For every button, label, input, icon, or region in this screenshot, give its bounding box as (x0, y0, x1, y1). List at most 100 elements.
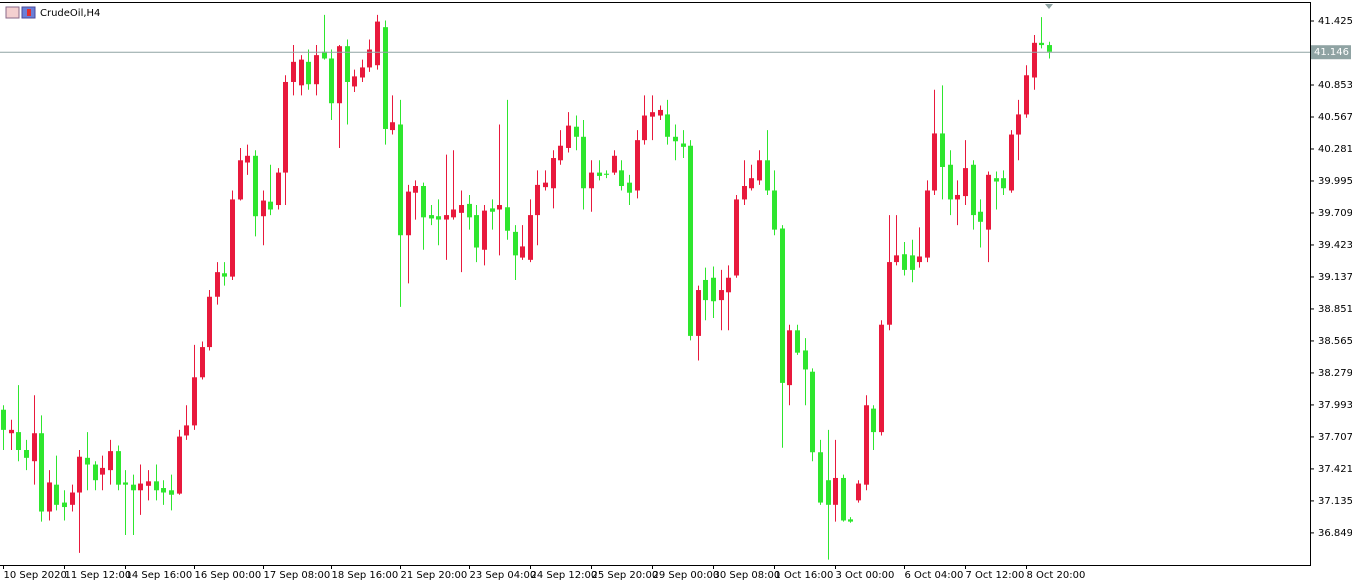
candle-body (619, 170, 624, 187)
candle-body (261, 200, 266, 217)
candle-body (497, 205, 502, 210)
candle-body (398, 124, 403, 236)
candle-body (1009, 134, 1014, 191)
candle-body (879, 324, 884, 433)
candle-body (77, 456, 82, 493)
candle-body (207, 296, 212, 348)
candle-body (581, 136, 586, 189)
candle-body (70, 492, 75, 505)
candle-body (406, 191, 411, 236)
candle-body (192, 377, 197, 426)
candle-body (1001, 178, 1006, 189)
candle-body (367, 49, 372, 68)
x-tick-label: 6 Oct 04:00 (905, 570, 964, 581)
candle-body (337, 46, 342, 104)
candle-body (138, 483, 143, 491)
y-tick-label: 37.135 (1318, 496, 1352, 507)
candle-body (994, 178, 999, 182)
candle-body (322, 51, 327, 59)
candle-body (520, 246, 525, 258)
candle-body (925, 190, 930, 258)
y-tick-label: 39.137 (1318, 272, 1352, 283)
candle-body (986, 174, 991, 230)
candle-body (436, 216, 441, 220)
y-tick-label: 37.707 (1318, 432, 1352, 443)
current-price-label: 41.146 (1314, 47, 1349, 58)
y-tick-label: 38.279 (1318, 368, 1352, 379)
candle-body (665, 114, 670, 137)
y-tick-label: 39.423 (1318, 240, 1352, 251)
candle-body (276, 172, 281, 206)
candle-body (742, 186, 747, 200)
candle-body (971, 164, 976, 216)
candle-body (703, 279, 708, 301)
candle-body (772, 190, 777, 230)
y-tick-label: 40.281 (1318, 144, 1352, 155)
candle-body (39, 433, 44, 512)
candle-body (604, 173, 609, 175)
candle-body (658, 109, 663, 116)
chart-title: CrudeOil,H4 (40, 8, 100, 19)
candle-body (513, 231, 518, 256)
candle-body (230, 199, 235, 277)
candle-body (429, 215, 434, 219)
x-tick-label: 24 Sep 12:00 (531, 570, 598, 581)
candle-body (123, 482, 128, 485)
candle-body (948, 164, 953, 200)
x-tick-label: 1 Oct 16:00 (775, 570, 834, 581)
candle-body (505, 207, 510, 231)
candle-body (360, 67, 365, 78)
candle-body (24, 450, 29, 458)
candle-body (62, 502, 67, 508)
y-tick-label: 38.565 (1318, 336, 1352, 347)
x-tick-label: 25 Sep 20:00 (592, 570, 659, 581)
candle-body (803, 350, 808, 370)
candle-body (856, 483, 861, 501)
candle-body (726, 277, 731, 293)
candle-body (688, 145, 693, 336)
candle-body (932, 133, 937, 191)
candle-body (131, 484, 136, 491)
y-tick-label: 37.421 (1318, 464, 1352, 475)
candle-body (887, 262, 892, 325)
candle-body (116, 451, 121, 485)
candle-body (780, 228, 785, 383)
candle-body (47, 482, 52, 512)
candle-body (253, 155, 258, 217)
candle-body (413, 186, 418, 193)
candle-body (161, 488, 166, 493)
candle-body (314, 55, 319, 85)
candle-body (558, 145, 563, 161)
y-tick-label: 39.995 (1318, 176, 1352, 187)
x-tick-label: 14 Sep 16:00 (126, 570, 193, 581)
candle-body (100, 467, 105, 475)
candle-body (696, 290, 701, 336)
candle-body (238, 160, 243, 200)
candle-body (566, 125, 571, 148)
candle-body (955, 194, 960, 200)
candle-body (940, 133, 945, 167)
candle-body (1032, 42, 1037, 78)
candle-body (795, 330, 800, 353)
x-tick-label: 21 Sep 20:00 (401, 570, 468, 581)
x-tick-label: 8 Oct 20:00 (1027, 570, 1086, 581)
candle-body (551, 158, 556, 189)
candle-body (177, 436, 182, 494)
candle-body (490, 208, 495, 212)
candle-body (627, 182, 632, 193)
candle-body (910, 255, 915, 270)
candle-body (757, 160, 762, 181)
x-tick-label: 30 Sep 08:00 (714, 570, 781, 581)
candle-body (467, 203, 472, 218)
candle-body (818, 452, 823, 503)
x-tick-label: 17 Sep 08:00 (264, 570, 331, 581)
candle-body (390, 122, 395, 131)
candle-body (169, 490, 174, 495)
candle-body (268, 201, 273, 210)
candle-body (734, 199, 739, 276)
candle-body (222, 273, 227, 277)
candle-body (528, 215, 533, 260)
candle-body (283, 81, 288, 173)
